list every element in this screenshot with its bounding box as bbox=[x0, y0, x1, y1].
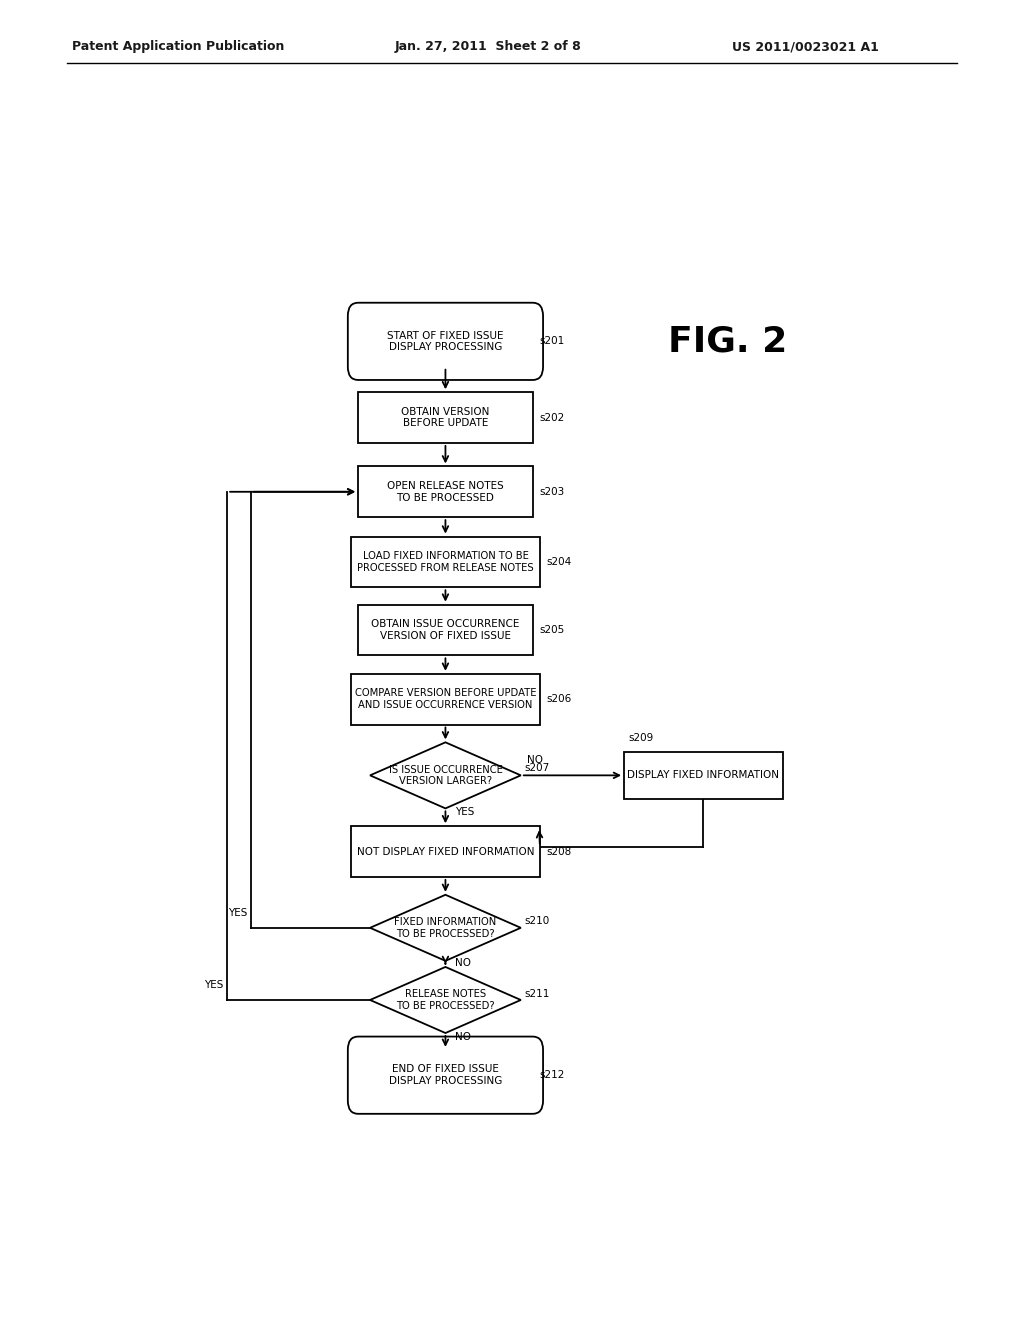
Text: DISPLAY FIXED INFORMATION: DISPLAY FIXED INFORMATION bbox=[628, 771, 779, 780]
Bar bbox=[351, 673, 540, 725]
Text: START OF FIXED ISSUE
DISPLAY PROCESSING: START OF FIXED ISSUE DISPLAY PROCESSING bbox=[387, 330, 504, 352]
Text: s212: s212 bbox=[539, 1071, 564, 1080]
Text: YES: YES bbox=[455, 807, 474, 817]
Text: s203: s203 bbox=[539, 487, 564, 496]
Text: s207: s207 bbox=[524, 763, 550, 774]
Text: COMPARE VERSION BEFORE UPDATE
AND ISSUE OCCURRENCE VERSION: COMPARE VERSION BEFORE UPDATE AND ISSUE … bbox=[354, 688, 537, 710]
Text: Jan. 27, 2011  Sheet 2 of 8: Jan. 27, 2011 Sheet 2 of 8 bbox=[394, 40, 581, 53]
Text: OBTAIN ISSUE OCCURRENCE
VERSION OF FIXED ISSUE: OBTAIN ISSUE OCCURRENCE VERSION OF FIXED… bbox=[372, 619, 519, 640]
Bar bbox=[358, 392, 532, 444]
Text: NOT DISPLAY FIXED INFORMATION: NOT DISPLAY FIXED INFORMATION bbox=[356, 846, 535, 857]
Bar bbox=[351, 826, 540, 876]
Text: Patent Application Publication: Patent Application Publication bbox=[72, 40, 284, 53]
Text: OBTAIN VERSION
BEFORE UPDATE: OBTAIN VERSION BEFORE UPDATE bbox=[401, 407, 489, 429]
Polygon shape bbox=[370, 895, 521, 961]
Text: US 2011/0023021 A1: US 2011/0023021 A1 bbox=[732, 40, 879, 53]
Text: LOAD FIXED INFORMATION TO BE
PROCESSED FROM RELEASE NOTES: LOAD FIXED INFORMATION TO BE PROCESSED F… bbox=[357, 552, 534, 573]
Text: NO: NO bbox=[527, 755, 543, 766]
Text: RELEASE NOTES
TO BE PROCESSED?: RELEASE NOTES TO BE PROCESSED? bbox=[396, 989, 495, 1011]
Bar bbox=[358, 466, 532, 517]
Text: IS ISSUE OCCURRENCE
VERSION LARGER?: IS ISSUE OCCURRENCE VERSION LARGER? bbox=[388, 764, 503, 787]
Text: s211: s211 bbox=[524, 989, 550, 999]
Text: YES: YES bbox=[227, 908, 247, 917]
Text: s209: s209 bbox=[628, 733, 653, 743]
Text: FIXED INFORMATION
TO BE PROCESSED?: FIXED INFORMATION TO BE PROCESSED? bbox=[394, 917, 497, 939]
Bar bbox=[351, 536, 540, 587]
FancyBboxPatch shape bbox=[348, 302, 543, 380]
Text: NO: NO bbox=[455, 1031, 471, 1041]
Text: OPEN RELEASE NOTES
TO BE PROCESSED: OPEN RELEASE NOTES TO BE PROCESSED bbox=[387, 480, 504, 503]
Text: NO: NO bbox=[455, 958, 471, 969]
Text: s206: s206 bbox=[546, 694, 571, 704]
Text: END OF FIXED ISSUE
DISPLAY PROCESSING: END OF FIXED ISSUE DISPLAY PROCESSING bbox=[389, 1064, 502, 1086]
Text: s205: s205 bbox=[539, 624, 564, 635]
Polygon shape bbox=[370, 742, 521, 808]
Text: s210: s210 bbox=[524, 916, 550, 925]
Text: FIG. 2: FIG. 2 bbox=[668, 325, 786, 358]
Polygon shape bbox=[370, 968, 521, 1034]
Text: YES: YES bbox=[204, 979, 223, 990]
Bar bbox=[358, 605, 532, 656]
Text: s201: s201 bbox=[539, 337, 564, 346]
Text: s202: s202 bbox=[539, 413, 564, 422]
Text: s204: s204 bbox=[546, 557, 571, 566]
FancyBboxPatch shape bbox=[348, 1036, 543, 1114]
Bar bbox=[624, 752, 782, 799]
Text: s208: s208 bbox=[546, 846, 571, 857]
